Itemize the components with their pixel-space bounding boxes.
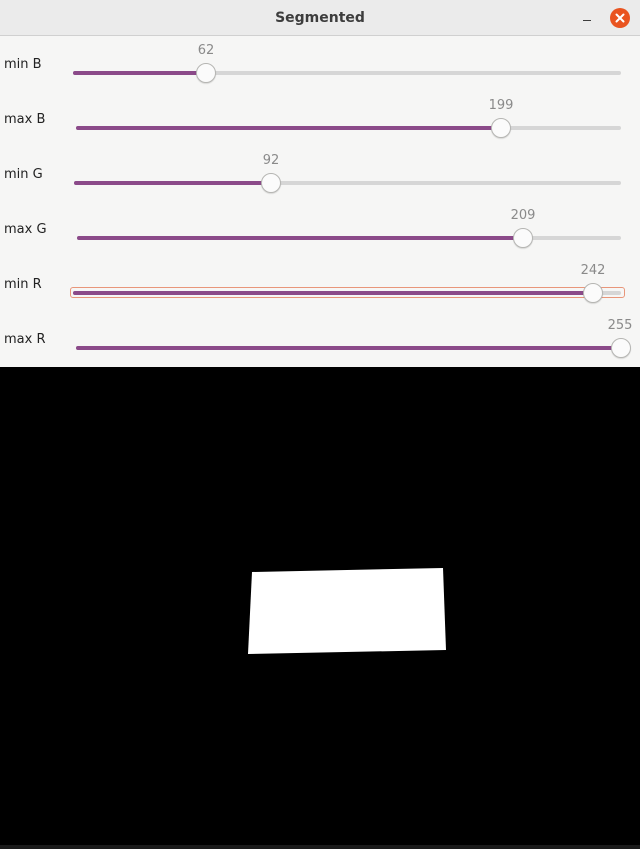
segmented-mask-image [0, 367, 640, 845]
mask-canvas [0, 367, 640, 845]
trackbar-knob[interactable] [261, 173, 281, 193]
trackbar-label: max R [4, 332, 46, 347]
trackbar-knob[interactable] [583, 283, 603, 303]
window-title: Segmented [275, 10, 365, 26]
trackbar-knob[interactable] [196, 63, 216, 83]
trackbar-row-max-r: max R 255 [0, 311, 640, 366]
window-bottom-edge [0, 845, 640, 849]
minimize-icon[interactable] [578, 9, 596, 27]
trackbar-min-r[interactable] [73, 283, 621, 303]
trackbar-row-max-b: max B 199 [0, 91, 640, 146]
trackbar-label: max G [4, 222, 47, 237]
trackbar-max-g[interactable] [77, 228, 621, 248]
trackbar-row-max-g: max G 209 [0, 201, 640, 256]
trackbar-value: 62 [197, 43, 215, 58]
focus-ring [70, 287, 625, 298]
trackbar-value: 255 [607, 318, 633, 333]
trackbar-fill [76, 346, 621, 350]
trackbar-knob[interactable] [611, 338, 631, 358]
trackbar-label: min R [4, 277, 42, 292]
trackbar-max-b[interactable] [76, 118, 621, 138]
trackbar-fill [77, 236, 523, 240]
trackbar-max-r[interactable] [76, 338, 631, 358]
trackbar-panel: min B 62 max B 199 min G 92 max G 209 mi… [0, 36, 640, 367]
trackbar-row-min-g: min G 92 [0, 146, 640, 201]
trackbar-fill [73, 291, 593, 295]
trackbar-min-g[interactable] [74, 173, 621, 193]
trackbar-min-b[interactable] [73, 63, 621, 83]
trackbar-label: min B [4, 57, 42, 72]
trackbar-value: 199 [488, 98, 514, 113]
trackbar-value: 242 [580, 263, 606, 278]
trackbar-knob[interactable] [491, 118, 511, 138]
trackbar-fill [74, 181, 271, 185]
trackbar-knob[interactable] [513, 228, 533, 248]
trackbar-label: min G [4, 167, 43, 182]
close-icon[interactable] [610, 8, 630, 28]
trackbar-label: max B [4, 112, 46, 127]
trackbar-row-min-r: min R 242 [0, 256, 640, 311]
trackbar-fill [76, 126, 501, 130]
trackbar-row-min-b: min B 62 [0, 36, 640, 91]
trackbar-value: 209 [510, 208, 536, 223]
trackbar-fill [73, 71, 206, 75]
window-titlebar[interactable]: Segmented [0, 0, 640, 36]
mask-region [248, 568, 446, 654]
trackbar-value: 92 [262, 153, 280, 168]
